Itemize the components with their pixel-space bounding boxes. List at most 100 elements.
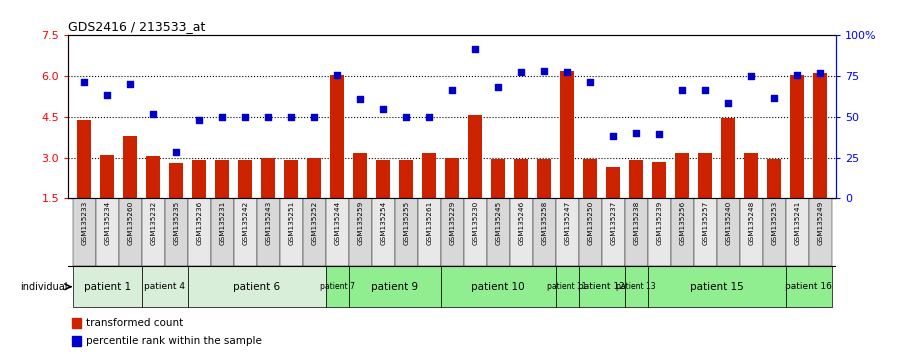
Point bbox=[744, 73, 758, 79]
Text: GSM135251: GSM135251 bbox=[288, 200, 295, 245]
Text: GSM135231: GSM135231 bbox=[219, 200, 225, 245]
Text: patient 10: patient 10 bbox=[472, 282, 525, 292]
Bar bbox=[354, 154, 367, 198]
Bar bbox=[124, 136, 137, 198]
Point bbox=[399, 114, 414, 120]
Text: GSM135252: GSM135252 bbox=[311, 200, 317, 245]
Bar bbox=[238, 160, 252, 198]
Point bbox=[422, 114, 436, 120]
Bar bbox=[325, 266, 349, 307]
Bar bbox=[146, 156, 160, 198]
Text: GSM135239: GSM135239 bbox=[656, 200, 662, 245]
Text: GSM135261: GSM135261 bbox=[426, 200, 433, 245]
Bar bbox=[579, 198, 602, 266]
Point bbox=[445, 87, 459, 92]
Text: GSM135249: GSM135249 bbox=[817, 200, 824, 245]
Bar bbox=[211, 198, 234, 266]
Bar bbox=[119, 198, 142, 266]
Text: GSM135260: GSM135260 bbox=[127, 200, 134, 245]
Bar bbox=[510, 198, 533, 266]
Text: GSM135232: GSM135232 bbox=[150, 200, 156, 245]
Text: GSM135247: GSM135247 bbox=[564, 200, 570, 245]
Text: patient 15: patient 15 bbox=[690, 282, 744, 292]
Bar bbox=[330, 75, 345, 198]
Bar bbox=[169, 163, 183, 198]
Text: GSM135248: GSM135248 bbox=[748, 200, 754, 245]
Text: patient 13: patient 13 bbox=[616, 282, 656, 291]
Text: GSM135233: GSM135233 bbox=[81, 200, 87, 245]
Bar bbox=[399, 160, 413, 198]
Bar bbox=[629, 160, 643, 198]
Text: GSM135250: GSM135250 bbox=[587, 200, 594, 245]
Text: GSM135245: GSM135245 bbox=[495, 200, 501, 245]
Text: GSM135258: GSM135258 bbox=[541, 200, 547, 245]
Bar bbox=[142, 198, 165, 266]
Bar bbox=[698, 154, 712, 198]
Bar bbox=[486, 198, 510, 266]
Bar bbox=[423, 154, 436, 198]
Bar bbox=[579, 266, 624, 307]
Bar bbox=[624, 266, 648, 307]
Bar bbox=[418, 198, 441, 266]
Text: transformed count: transformed count bbox=[85, 318, 183, 328]
Point bbox=[146, 111, 161, 117]
Text: patient 4: patient 4 bbox=[145, 282, 185, 291]
Text: GSM135237: GSM135237 bbox=[610, 200, 616, 245]
Bar bbox=[790, 75, 804, 198]
Point bbox=[606, 133, 621, 139]
Bar bbox=[555, 198, 579, 266]
Text: GSM135238: GSM135238 bbox=[634, 200, 639, 245]
Bar bbox=[441, 266, 555, 307]
Point bbox=[376, 106, 391, 112]
Bar bbox=[193, 160, 206, 198]
Point bbox=[652, 132, 666, 137]
Bar bbox=[785, 266, 832, 307]
Bar bbox=[533, 198, 555, 266]
Bar bbox=[441, 198, 464, 266]
Bar bbox=[675, 154, 689, 198]
Text: patient 6: patient 6 bbox=[234, 282, 280, 292]
Bar bbox=[73, 198, 95, 266]
Point bbox=[468, 46, 483, 52]
Text: GSM135229: GSM135229 bbox=[449, 200, 455, 245]
Bar bbox=[809, 198, 832, 266]
Bar bbox=[234, 198, 256, 266]
Bar bbox=[256, 198, 280, 266]
Bar bbox=[602, 198, 624, 266]
Bar bbox=[262, 158, 275, 198]
Point bbox=[537, 68, 552, 74]
Bar bbox=[372, 198, 395, 266]
Bar bbox=[165, 198, 188, 266]
Point bbox=[813, 70, 827, 76]
Bar bbox=[624, 198, 648, 266]
Bar bbox=[188, 198, 211, 266]
Bar bbox=[584, 159, 597, 198]
Text: GSM135246: GSM135246 bbox=[518, 200, 524, 245]
Bar bbox=[77, 120, 91, 198]
Bar bbox=[555, 266, 579, 307]
Point bbox=[123, 81, 137, 87]
Bar bbox=[72, 318, 81, 328]
Text: GSM135253: GSM135253 bbox=[771, 200, 777, 245]
Bar bbox=[653, 161, 666, 198]
Bar bbox=[303, 198, 325, 266]
Point bbox=[353, 96, 367, 102]
Bar bbox=[285, 160, 298, 198]
Bar bbox=[280, 198, 303, 266]
Bar bbox=[349, 266, 441, 307]
Text: GSM135254: GSM135254 bbox=[380, 200, 386, 245]
Bar bbox=[445, 158, 459, 198]
Bar bbox=[325, 198, 349, 266]
Bar bbox=[767, 159, 781, 198]
Bar bbox=[376, 160, 390, 198]
Bar bbox=[814, 73, 827, 198]
Bar bbox=[215, 160, 229, 198]
Bar bbox=[671, 198, 694, 266]
Bar bbox=[100, 155, 115, 198]
Bar bbox=[307, 158, 321, 198]
Bar bbox=[560, 71, 574, 198]
Point bbox=[721, 101, 735, 106]
Bar bbox=[395, 198, 418, 266]
Point bbox=[261, 114, 275, 120]
Text: GDS2416 / 213533_at: GDS2416 / 213533_at bbox=[68, 20, 205, 33]
